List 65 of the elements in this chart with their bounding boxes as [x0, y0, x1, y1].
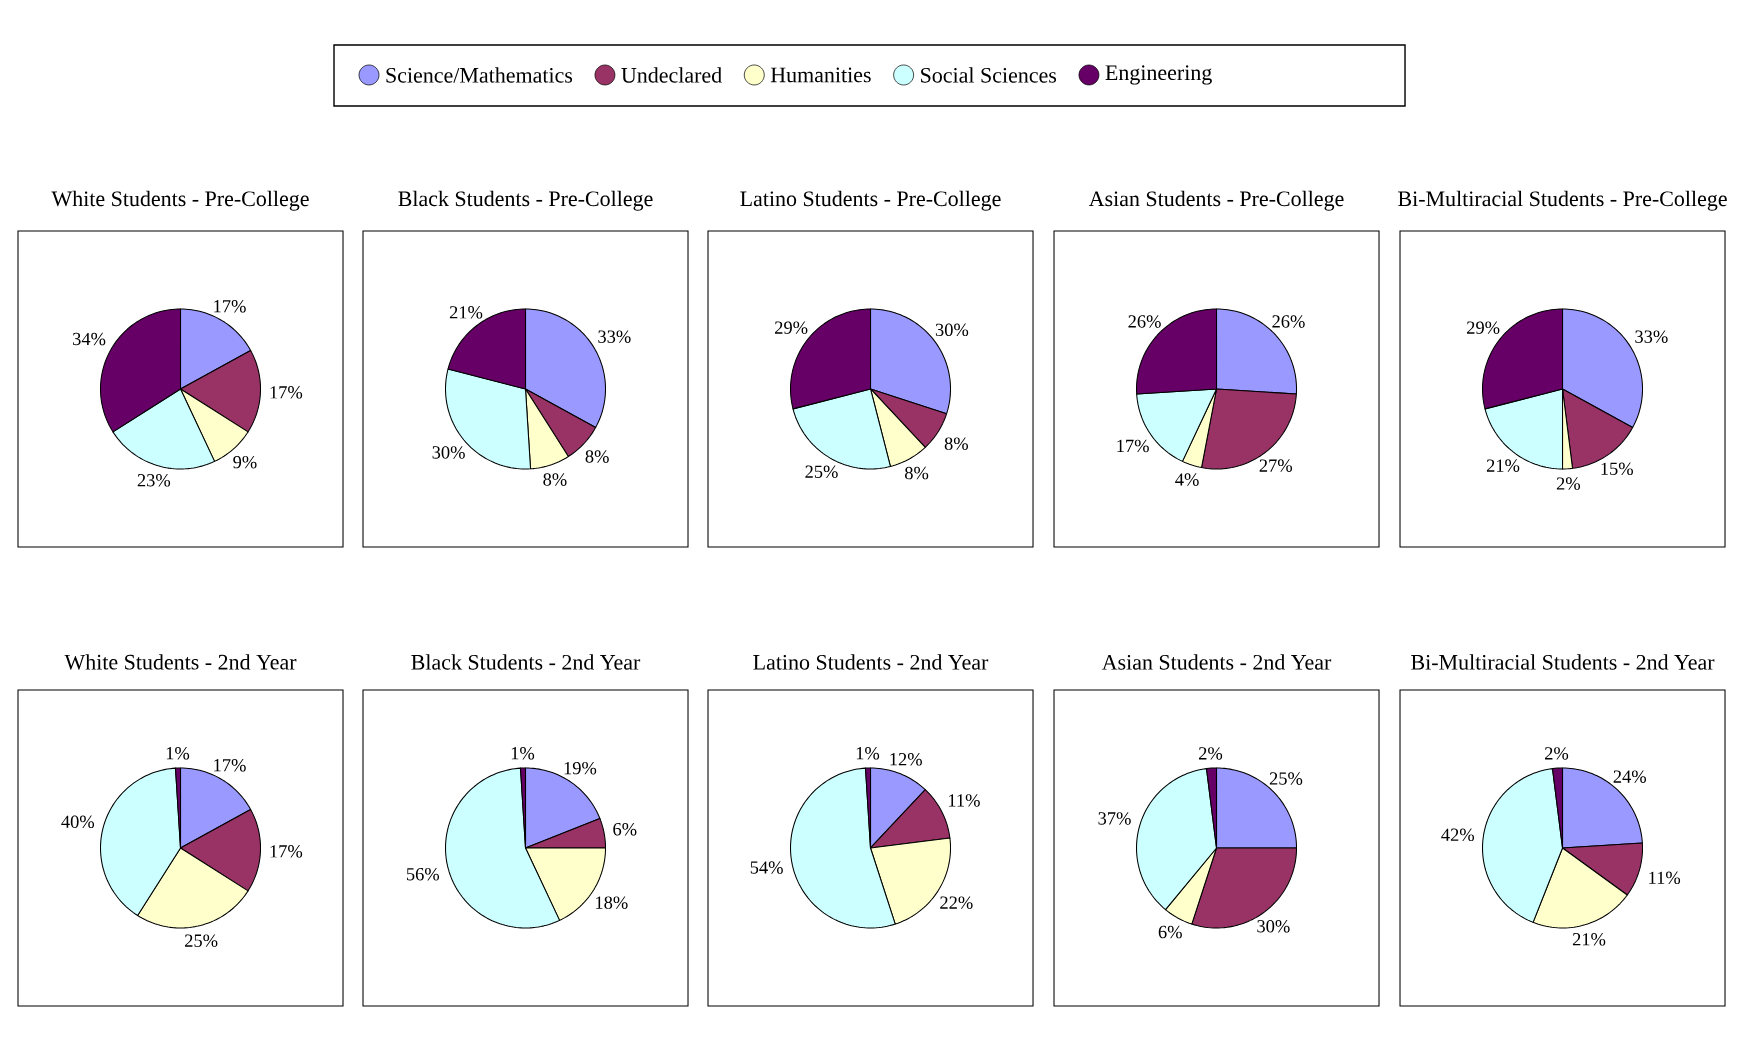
data-label: 56%: [406, 867, 440, 881]
legend-label: Undeclared: [621, 67, 722, 83]
data-label: 23%: [137, 474, 171, 487]
data-label: 6%: [1158, 925, 1182, 939]
data-label: 25%: [805, 465, 838, 478]
data-label: 30%: [1257, 919, 1290, 933]
data-label: 37%: [1098, 812, 1131, 825]
data-label: 1%: [856, 747, 880, 760]
chart-title: Bi-Multiracial Students - Pre-College: [1398, 190, 1727, 211]
data-label: 40%: [61, 815, 95, 829]
data-label: 17%: [270, 845, 303, 858]
data-label: 21%: [449, 306, 483, 319]
data-label: 17%: [1117, 439, 1149, 453]
data-label: 12%: [890, 753, 922, 766]
data-label: 24%: [1613, 770, 1646, 783]
data-label: 30%: [432, 446, 465, 459]
data-label: 11%: [948, 794, 980, 807]
data-label: 8%: [543, 473, 567, 486]
data-label: 8%: [904, 466, 929, 480]
chart-title: Latino Students - Pre-College: [740, 190, 1001, 211]
data-label: 34%: [73, 332, 106, 346]
chart-title: Latino Students - 2nd Year: [753, 654, 989, 670]
legend-label: Science/Mathematics: [386, 67, 573, 83]
data-label: 42%: [1441, 828, 1475, 842]
data-label: 33%: [1635, 330, 1668, 343]
data-label: 15%: [1601, 462, 1633, 476]
data-label: 25%: [1269, 772, 1303, 785]
data-label: 21%: [1572, 933, 1606, 946]
data-label: 1%: [166, 747, 190, 760]
data-label: 17%: [270, 386, 303, 399]
data-label: 21%: [1486, 459, 1520, 472]
data-label: 4%: [1175, 473, 1199, 486]
data-label: 27%: [1259, 459, 1293, 472]
data-label: 17%: [214, 299, 246, 313]
data-label: 25%: [185, 934, 218, 947]
data-label: 26%: [1272, 315, 1305, 328]
data-label: 19%: [564, 761, 597, 775]
data-label: 26%: [1128, 315, 1161, 328]
data-label: 29%: [1467, 321, 1500, 334]
data-label: 33%: [598, 330, 631, 343]
data-label: 29%: [775, 321, 808, 334]
chart-title: White Students - 2nd Year: [64, 654, 297, 670]
chart-title: Bi-Multiracial Students - 2nd Year: [1411, 654, 1715, 670]
data-label: 8%: [585, 450, 609, 463]
data-label: 17%: [214, 759, 246, 772]
chart-title: Black Students - Pre-College: [398, 190, 653, 211]
chart-title: Asian Students - 2nd Year: [1101, 654, 1332, 670]
data-label: 2%: [1556, 477, 1581, 490]
data-label: 11%: [1649, 871, 1681, 885]
data-label: 18%: [596, 896, 628, 909]
data-label: 2%: [1545, 747, 1569, 760]
data-label: 54%: [750, 861, 783, 874]
data-label: 1%: [511, 747, 535, 760]
data-label: 30%: [935, 323, 969, 337]
data-label: 2%: [1199, 747, 1223, 760]
legend-label: Engineering: [1105, 65, 1212, 85]
chart-title: Asian Students - Pre-College: [1088, 190, 1344, 211]
data-label: 9%: [233, 455, 257, 469]
data-label: 6%: [613, 823, 637, 836]
chart-title: Black Students - 2nd Year: [411, 654, 641, 670]
legend-label: Humanities: [770, 67, 871, 83]
legend-label: Social Sciences: [921, 67, 1057, 83]
text: White Students - Pre-College: [51, 190, 309, 211]
data-label: 22%: [940, 896, 973, 909]
data-label: 8%: [944, 437, 968, 450]
